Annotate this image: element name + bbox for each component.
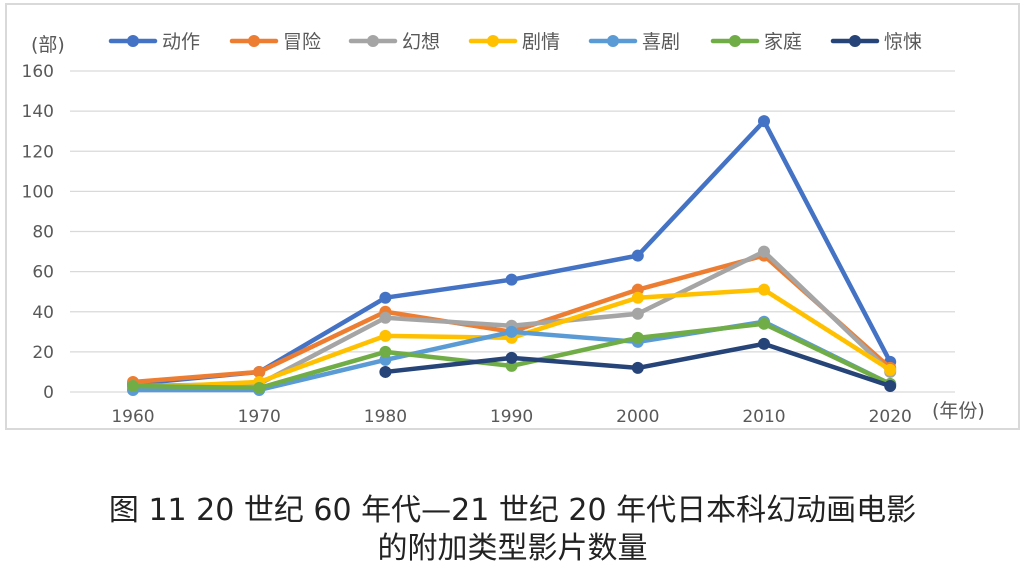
legend-label: 喜剧 xyxy=(642,31,680,53)
data-point xyxy=(631,307,644,320)
caption-line-2: 的附加类型影片数量 xyxy=(377,531,648,566)
data-point xyxy=(127,379,139,392)
legend-label: 幻想 xyxy=(402,31,440,53)
figure-caption: 图 11 20 世纪 60 年代—21 世纪 20 年代日本科幻动画电影 的附加… xyxy=(0,492,1025,568)
data-point xyxy=(631,291,644,304)
x-tick-label: 1980 xyxy=(364,407,407,427)
x-tick-label: 1990 xyxy=(490,407,533,427)
data-point xyxy=(253,365,266,378)
data-point xyxy=(379,291,392,304)
x-tick-label: 2000 xyxy=(616,407,659,427)
y-tick-label: 120 xyxy=(22,142,54,162)
y-tick-label: 160 xyxy=(22,62,54,82)
data-point xyxy=(379,329,392,342)
y-tick-label: 60 xyxy=(32,263,54,283)
legend-swatch-marker xyxy=(127,35,139,47)
y-tick-label: 80 xyxy=(32,223,54,243)
legend-swatch-marker xyxy=(607,35,619,47)
legend-swatch-marker xyxy=(367,35,379,47)
chart-frame: 0 20 40 60 80 100 120 140 160 1960 1970 1980 1990 200… xyxy=(5,3,1020,430)
data-point xyxy=(505,325,518,338)
data-point xyxy=(884,363,897,376)
legend-label: 剧情 xyxy=(522,31,560,53)
data-point xyxy=(884,379,897,392)
legend-label: 动作 xyxy=(162,31,200,53)
series-line xyxy=(130,118,893,387)
legend-label: 冒险 xyxy=(283,31,321,53)
y-tick-label: 40 xyxy=(32,303,54,323)
data-point xyxy=(379,345,392,358)
y-tick-label: 0 xyxy=(43,383,54,403)
data-point xyxy=(631,361,644,374)
y-tick-label: 140 xyxy=(22,102,54,122)
legend-swatch-marker xyxy=(487,35,499,47)
caption-line-1: 图 11 20 世纪 60 年代—21 世纪 20 年代日本科幻动画电影 xyxy=(108,493,917,528)
x-tick-label: 1970 xyxy=(238,407,281,427)
data-point xyxy=(758,317,770,330)
line-chart: 0 20 40 60 80 100 120 140 160 1960 1970 1980 1990 200… xyxy=(22,31,985,427)
x-tick-label: 2020 xyxy=(869,407,912,427)
data-point xyxy=(379,365,392,378)
legend-label: 家庭 xyxy=(764,31,802,53)
legend-label: 惊悚 xyxy=(884,31,922,53)
data-point xyxy=(758,283,770,296)
legend-swatch-marker xyxy=(248,35,260,47)
data-point xyxy=(505,273,518,286)
y-tick-label: 100 xyxy=(22,182,54,202)
y-axis-label: (部) xyxy=(31,34,65,56)
x-axis-label: (年份) xyxy=(932,400,985,422)
data-point xyxy=(758,245,770,258)
x-tick-label: 1960 xyxy=(111,407,154,427)
legend-swatch-marker xyxy=(729,35,741,47)
data-point xyxy=(758,115,770,128)
y-tick-label: 20 xyxy=(32,343,54,363)
legend-swatch-marker xyxy=(849,35,861,47)
x-tick-label: 2010 xyxy=(742,407,785,427)
data-point xyxy=(631,331,644,344)
data-point xyxy=(379,311,392,324)
data-point xyxy=(253,381,266,394)
data-point xyxy=(758,337,770,350)
data-point xyxy=(505,351,518,364)
data-point xyxy=(631,249,644,262)
